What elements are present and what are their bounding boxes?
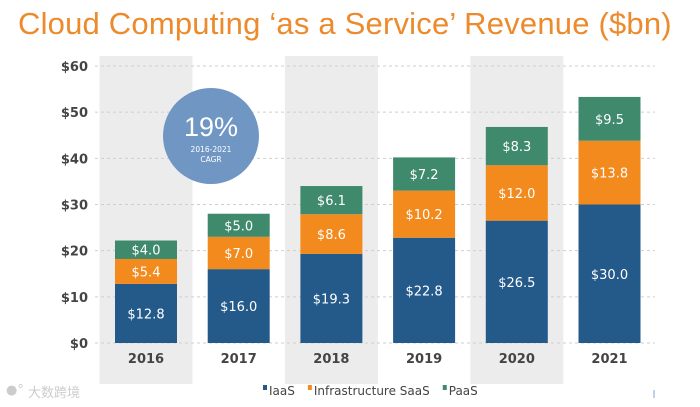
x-tick-label: 2019 <box>406 352 442 367</box>
bar-infrastructure-saas-2019 <box>393 190 456 238</box>
x-tick-label: 2016 <box>128 352 164 367</box>
y-tick-label: $30 <box>61 199 88 214</box>
data-label: $12.8 <box>127 307 164 322</box>
bar-paas-2016 <box>115 240 177 259</box>
bar-paas-2020 <box>485 126 548 166</box>
x-tick-label: 2017 <box>221 352 257 367</box>
y-tick-label: $0 <box>70 337 88 352</box>
y-tick-label: $20 <box>61 245 88 260</box>
data-label: $22.8 <box>405 284 442 299</box>
bar-iaas-2016 <box>115 283 177 343</box>
data-label: $30.0 <box>591 268 628 283</box>
legend-label: Infrastructure SaaS <box>314 384 430 398</box>
data-label: $16.0 <box>220 300 257 315</box>
y-tick-label: $50 <box>61 106 88 121</box>
data-label: $19.3 <box>313 292 350 307</box>
watermark-logo: ●° <box>6 383 24 398</box>
watermark-text: 大数跨境 <box>28 386 80 401</box>
bar-paas-2018 <box>300 186 363 215</box>
cagr-value: 19% <box>184 112 238 142</box>
bar-iaas-2019 <box>393 237 456 343</box>
chart-title: Cloud Computing ‘as a Service’ Revenue (… <box>18 6 672 41</box>
legend-swatch <box>307 385 312 390</box>
data-label: $7.2 <box>410 168 439 183</box>
y-tick-label: $60 <box>61 60 88 75</box>
bar-iaas-2017 <box>207 269 270 343</box>
data-label: $4.0 <box>132 244 161 259</box>
x-tick-label: 2020 <box>499 352 535 367</box>
data-label: $6.1 <box>317 194 346 209</box>
bar-infrastructure-saas-2018 <box>300 214 363 254</box>
data-label: $8.3 <box>502 140 531 155</box>
data-label: $26.5 <box>498 276 535 291</box>
data-label: $8.6 <box>317 228 346 243</box>
data-label: $13.8 <box>591 167 628 182</box>
cagr-period: 2016-2021 <box>191 145 232 154</box>
cagr-label: CAGR <box>200 155 221 164</box>
y-tick-label: $40 <box>61 152 88 167</box>
bar-paas-2017 <box>207 213 270 237</box>
bar-infrastructure-saas-2021 <box>578 140 641 205</box>
bar-infrastructure-saas-2020 <box>485 165 548 221</box>
bar-paas-2019 <box>393 157 456 191</box>
bar-paas-2021 <box>578 96 641 141</box>
x-tick-label: 2021 <box>591 352 627 367</box>
cagr-circle <box>163 88 259 184</box>
data-label: $7.0 <box>224 247 253 262</box>
bar-infrastructure-saas-2017 <box>207 236 270 270</box>
data-label: $10.2 <box>405 208 442 223</box>
legend-swatch <box>442 385 447 390</box>
bar-infrastructure-saas-2016 <box>115 258 177 284</box>
data-label: $12.0 <box>498 187 535 202</box>
data-label: $5.0 <box>224 219 253 234</box>
x-tick-label: 2018 <box>313 352 349 367</box>
bar-iaas-2018 <box>300 253 363 343</box>
data-label: $9.5 <box>595 113 624 128</box>
bar-iaas-2021 <box>578 204 641 343</box>
legend-swatch <box>263 385 267 390</box>
y-tick-label: $10 <box>61 291 88 306</box>
legend-label: PaaS <box>449 384 478 398</box>
bar-iaas-2020 <box>485 220 548 343</box>
legend-label: IaaS <box>269 384 295 398</box>
data-label: $5.4 <box>132 265 161 280</box>
